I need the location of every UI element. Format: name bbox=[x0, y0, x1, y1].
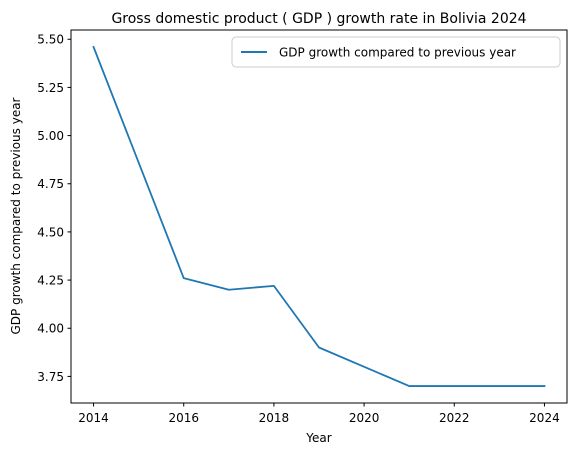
x-tick-label: 2014 bbox=[78, 411, 109, 425]
plot-area bbox=[70, 29, 568, 404]
y-tick-label: 4.00 bbox=[37, 322, 64, 336]
tick-layer: 2014 2016 2018 2020 2022 2024 3.75 4.00 4.25 4.50… bbox=[37, 33, 559, 425]
x-tick-label: 2016 bbox=[168, 411, 199, 425]
y-tick-label: 5.00 bbox=[37, 129, 64, 143]
x-tick-label: 2022 bbox=[439, 411, 470, 425]
series-line-gdp-growth bbox=[92, 45, 546, 387]
y-tick-label: 5.25 bbox=[37, 81, 64, 95]
legend-label: GDP growth compared to previous year bbox=[279, 46, 516, 60]
y-tick-label: 4.25 bbox=[37, 274, 64, 288]
legend: GDP growth compared to previous year bbox=[231, 36, 561, 68]
chart-title: Gross domestic product ( GDP ) growth ra… bbox=[111, 11, 526, 27]
y-tick-label: 4.50 bbox=[37, 225, 64, 239]
y-tick-label: 3.75 bbox=[37, 370, 64, 384]
legend-box bbox=[231, 36, 561, 68]
x-tick-label: 2024 bbox=[529, 411, 560, 425]
series-layer bbox=[92, 45, 546, 387]
x-tick-label: 2020 bbox=[349, 411, 380, 425]
y-tick-label: 5.50 bbox=[37, 33, 64, 47]
x-axis-title: Year bbox=[305, 431, 331, 445]
y-tick-label: 4.75 bbox=[37, 177, 64, 191]
x-tick-label: 2018 bbox=[259, 411, 290, 425]
y-axis-title: GDP growth compared to previous year bbox=[9, 97, 23, 334]
